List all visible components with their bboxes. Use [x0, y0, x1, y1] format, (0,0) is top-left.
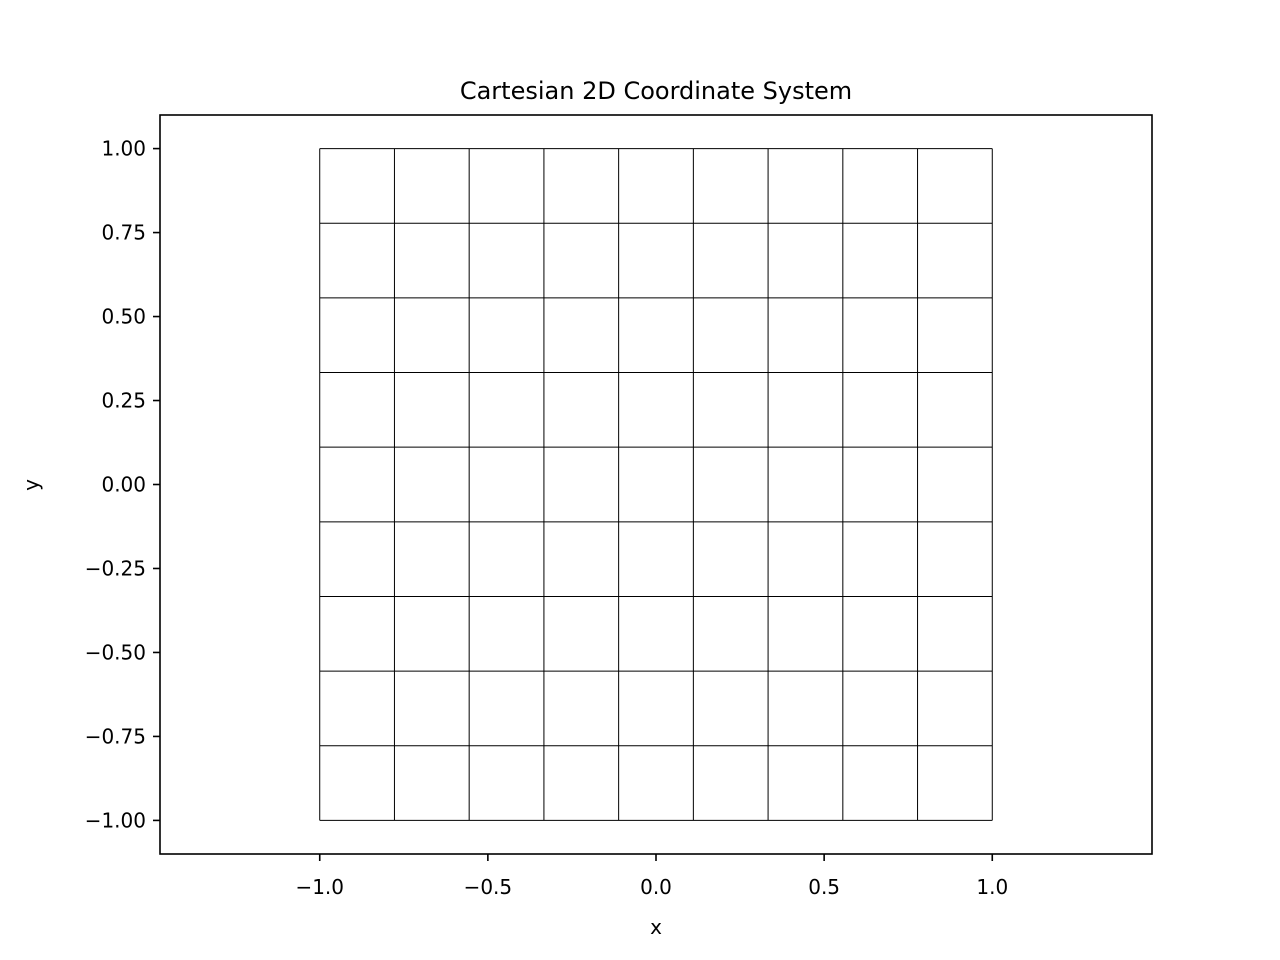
- x-tick-label: −1.0: [295, 875, 344, 899]
- y-axis-label: y: [19, 479, 43, 491]
- y-tick-label: −0.25: [85, 556, 146, 580]
- x-axis-ticks: −1.0 −0.5 0.0 0.5 1.0: [295, 854, 1008, 899]
- y-tick-label: −0.75: [85, 724, 146, 748]
- y-tick-label: 1.00: [101, 137, 146, 161]
- axes-background: [160, 115, 1152, 854]
- y-tick-label: −1.00: [85, 808, 146, 832]
- chart-title: Cartesian 2D Coordinate System: [460, 77, 852, 105]
- coordinate-grid: [319, 148, 993, 821]
- y-tick-label: 0.75: [101, 221, 146, 245]
- x-tick-label: −0.5: [464, 875, 513, 899]
- y-tick-label: −0.50: [85, 640, 146, 664]
- x-tick-label: 0.5: [808, 875, 840, 899]
- plot-area: [159, 114, 1153, 855]
- x-axis-label: x: [650, 915, 662, 939]
- y-tick-label: 0.00: [101, 473, 146, 497]
- x-tick-label: 0.0: [640, 875, 672, 899]
- y-tick-label: 0.50: [101, 305, 146, 329]
- y-axis-ticks: −1.00 −0.75 −0.50 −0.25 0.00 0.25 0.50 0.75 1.00: [85, 137, 160, 832]
- x-tick-label: 1.0: [976, 875, 1008, 899]
- y-tick-label: 0.25: [101, 389, 146, 413]
